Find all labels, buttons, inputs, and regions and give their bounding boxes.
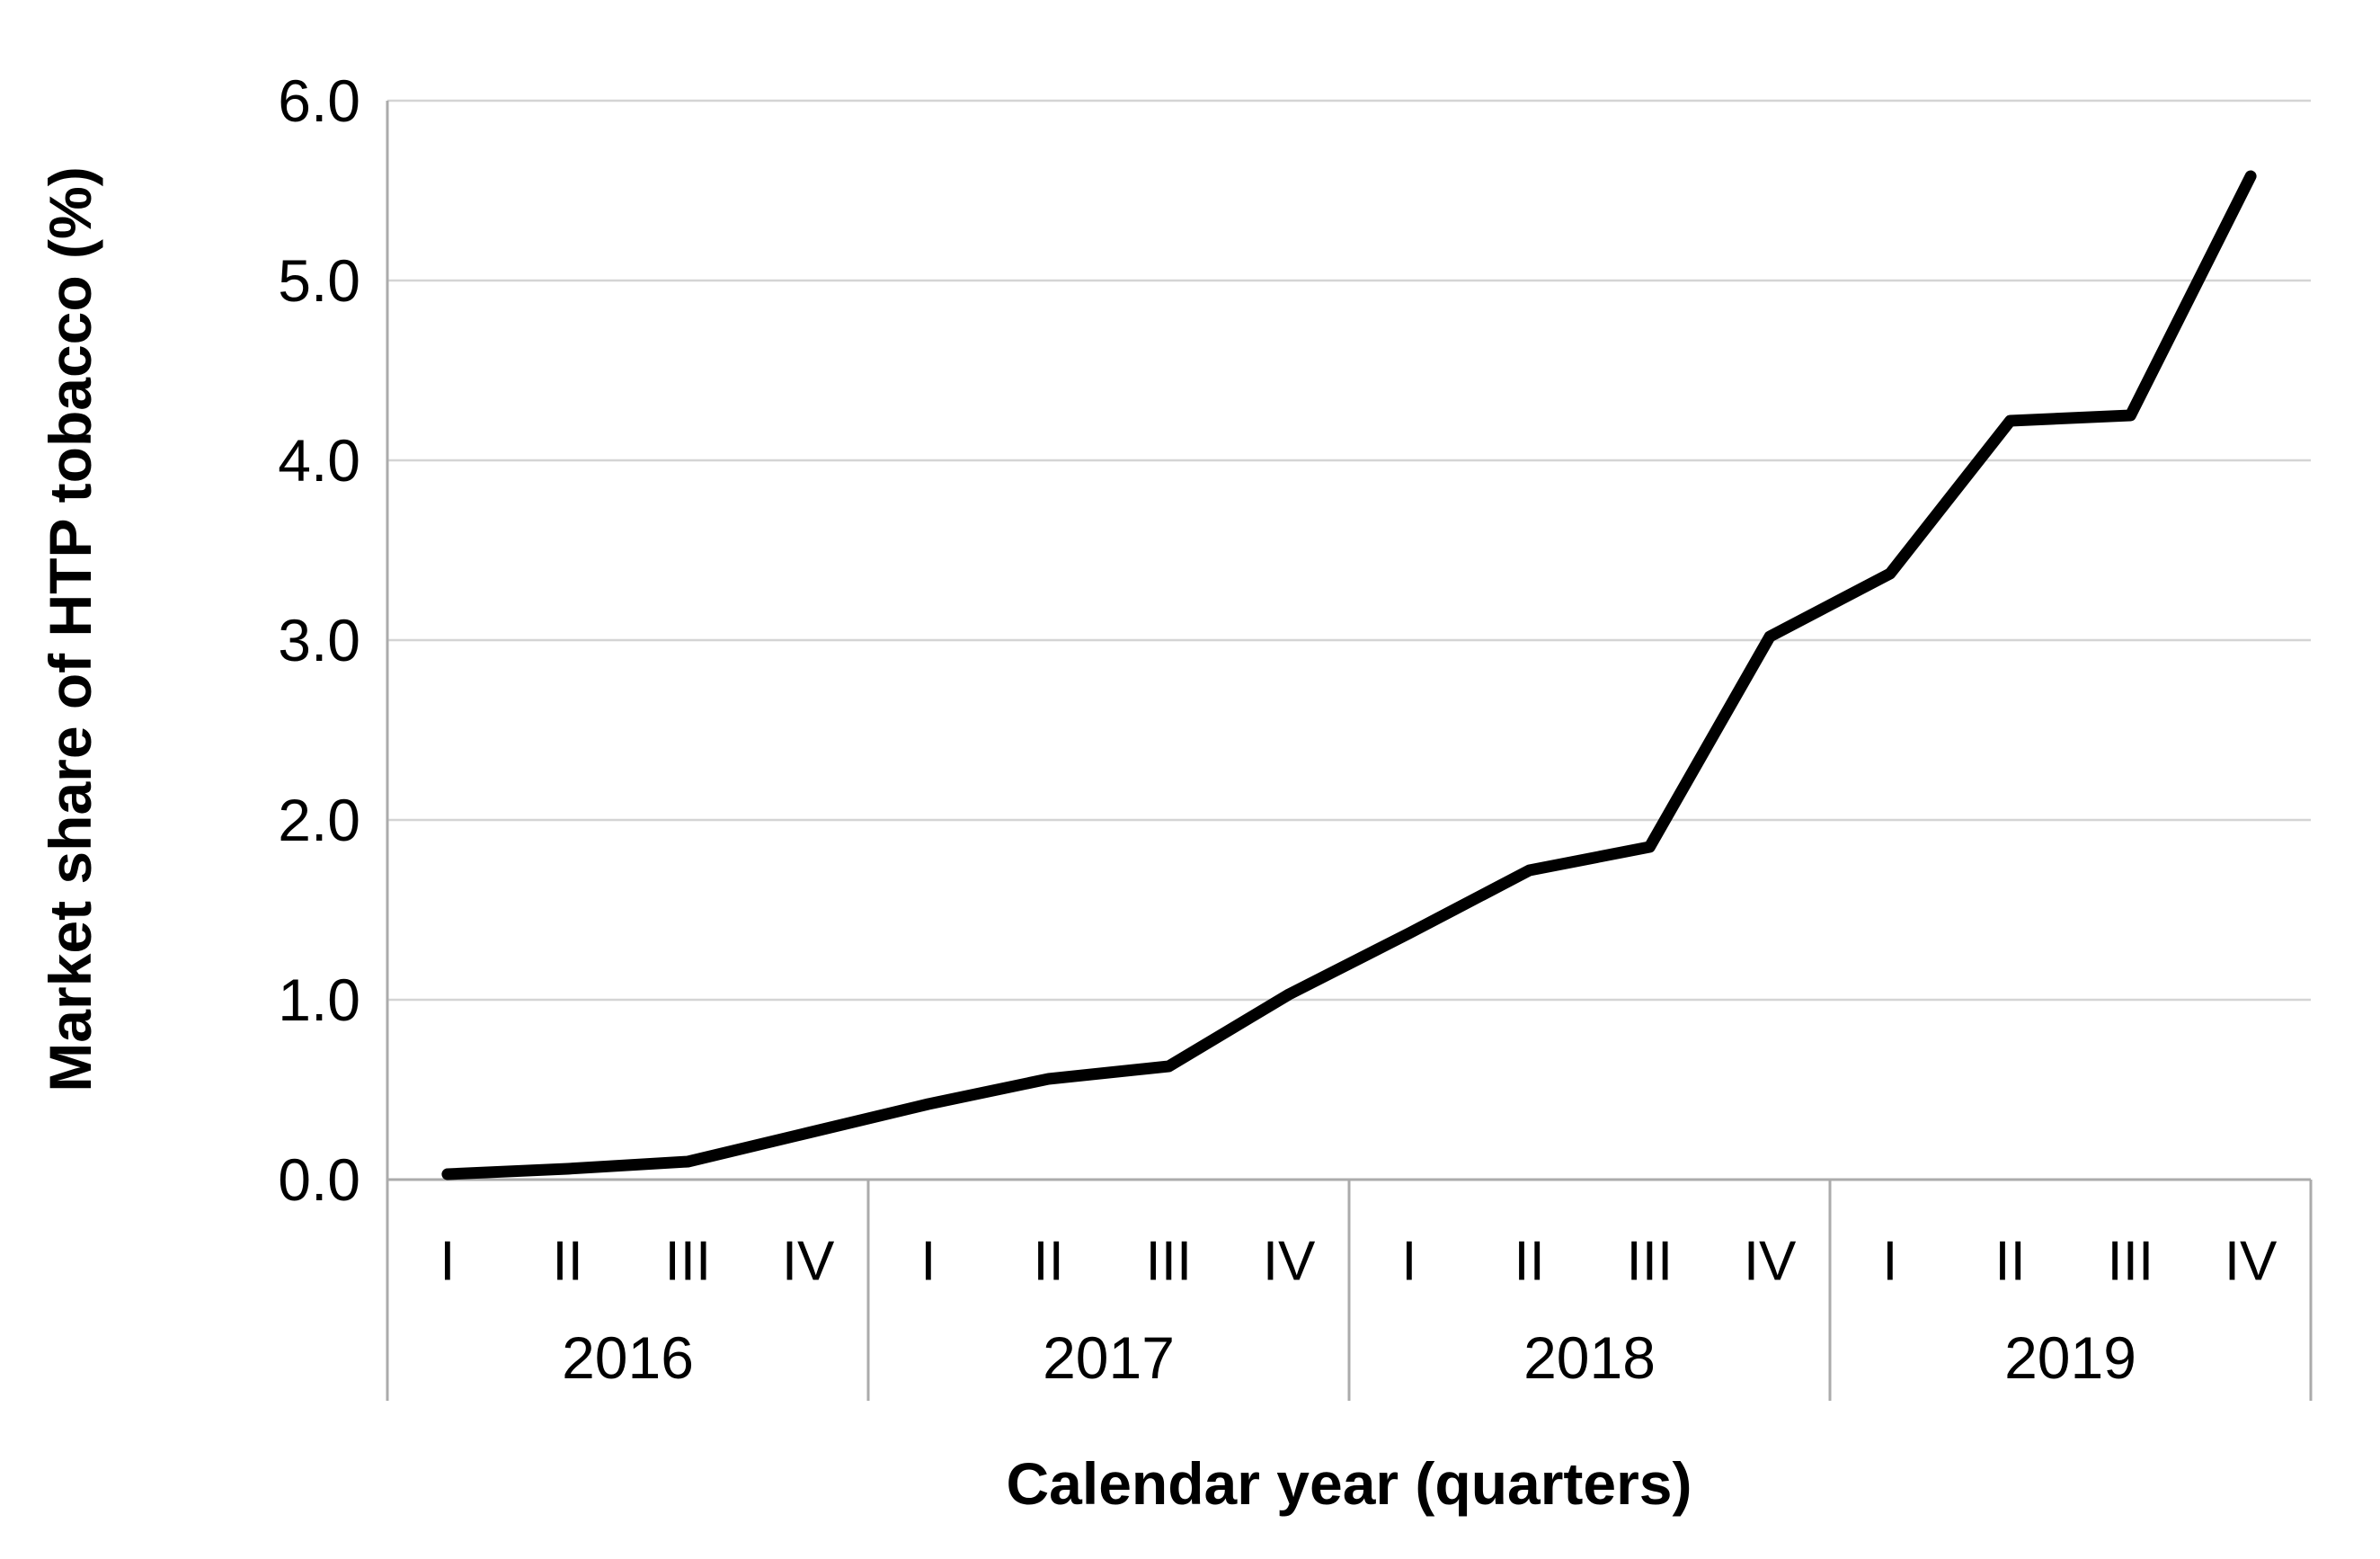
year-label: 2017: [1043, 1324, 1175, 1391]
y-axis-title: Market share of HTP tobacco (%): [37, 166, 103, 1092]
y-tick-label: 3.0: [278, 607, 360, 673]
quarter-tick-label: II: [1994, 1231, 2025, 1293]
quarter-tick-label: IV: [782, 1231, 835, 1293]
quarter-tick-label: I: [1882, 1231, 1897, 1293]
y-tick-label: 0.0: [278, 1146, 360, 1213]
y-tick-label: 5.0: [278, 247, 360, 314]
year-label: 2016: [562, 1324, 694, 1391]
htp-market-share-line: [441, 170, 2257, 1180]
x-axis-title: Calendar year (quarters): [1006, 1450, 1692, 1517]
y-tick-label: 4.0: [278, 427, 360, 494]
quarter-tick-label: II: [1514, 1231, 1544, 1293]
quarter-tick-label: I: [1401, 1231, 1416, 1293]
quarter-tick-label: II: [1033, 1231, 1063, 1293]
year-label: 2018: [1523, 1324, 1656, 1391]
quarter-tick-label: I: [920, 1231, 936, 1293]
quarter-tick-label: IV: [2225, 1231, 2278, 1293]
quarter-tick-label: III: [1146, 1231, 1193, 1293]
quarter-tick-label: III: [2108, 1231, 2154, 1293]
quarter-tick-label: III: [665, 1231, 712, 1293]
quarter-tick-label: II: [552, 1231, 582, 1293]
quarter-tick-label: IV: [1744, 1231, 1797, 1293]
quarter-tick-label: III: [1627, 1231, 1674, 1293]
y-tick-label: 1.0: [278, 967, 360, 1033]
year-label: 2019: [2004, 1324, 2136, 1391]
y-tick-label: 2.0: [278, 787, 360, 853]
y-tick-label: 6.0: [278, 67, 360, 134]
quarter-tick-label: IV: [1263, 1231, 1316, 1293]
quarter-tick-label: I: [440, 1231, 455, 1293]
